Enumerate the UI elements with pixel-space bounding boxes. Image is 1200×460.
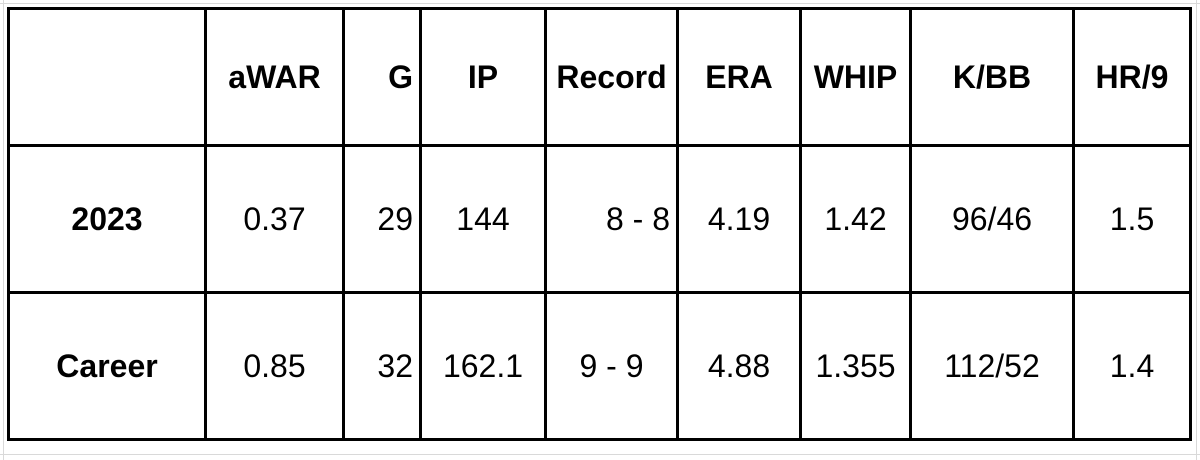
grid-guide bbox=[0, 454, 1200, 455]
cell: 162.1 bbox=[419, 291, 547, 441]
cell: 29 bbox=[342, 144, 422, 294]
row-label: 2023 bbox=[7, 144, 207, 294]
row-label: Career bbox=[7, 291, 207, 441]
cell: 112/52 bbox=[909, 291, 1075, 441]
data-row: Career 0.85 32 162.1 9 - 9 4.88 1.355 112/52 1.4 bbox=[7, 291, 1192, 441]
header-row: aWAR G IP Record ERA WHIP K/BB HR/9 bbox=[7, 7, 1192, 147]
cell: 1.355 bbox=[799, 291, 912, 441]
stats-table: aWAR G IP Record ERA WHIP K/BB HR/9 2023… bbox=[7, 7, 1192, 441]
grid-guide bbox=[0, 3, 1200, 4]
cell: 8 - 8 bbox=[544, 144, 679, 294]
cell: 0.37 bbox=[204, 144, 345, 294]
column-header: HR/9 bbox=[1072, 7, 1192, 147]
column-header: K/BB bbox=[909, 7, 1075, 147]
cell: 4.19 bbox=[676, 144, 802, 294]
table-body: 2023 0.37 29 144 8 - 8 4.19 1.42 96/46 1.5 Career… bbox=[7, 144, 1192, 441]
corner-cell bbox=[7, 7, 207, 147]
column-header: WHIP bbox=[799, 7, 912, 147]
cell: 1.42 bbox=[799, 144, 912, 294]
column-header: ERA bbox=[676, 7, 802, 147]
cell: 96/46 bbox=[909, 144, 1075, 294]
grid-guide bbox=[3, 0, 4, 460]
cell: 1.4 bbox=[1072, 291, 1192, 441]
data-row: 2023 0.37 29 144 8 - 8 4.19 1.42 96/46 1.5 bbox=[7, 144, 1192, 294]
cell: 9 - 9 bbox=[544, 291, 679, 441]
cell: 0.85 bbox=[204, 291, 345, 441]
cell: 4.88 bbox=[676, 291, 802, 441]
column-header: G bbox=[342, 7, 422, 147]
cell: 144 bbox=[419, 144, 547, 294]
column-header: Record bbox=[544, 7, 679, 147]
cell: 1.5 bbox=[1072, 144, 1192, 294]
column-header: aWAR bbox=[204, 7, 345, 147]
column-header: IP bbox=[419, 7, 547, 147]
grid-guide bbox=[1196, 0, 1197, 460]
cell: 32 bbox=[342, 291, 422, 441]
